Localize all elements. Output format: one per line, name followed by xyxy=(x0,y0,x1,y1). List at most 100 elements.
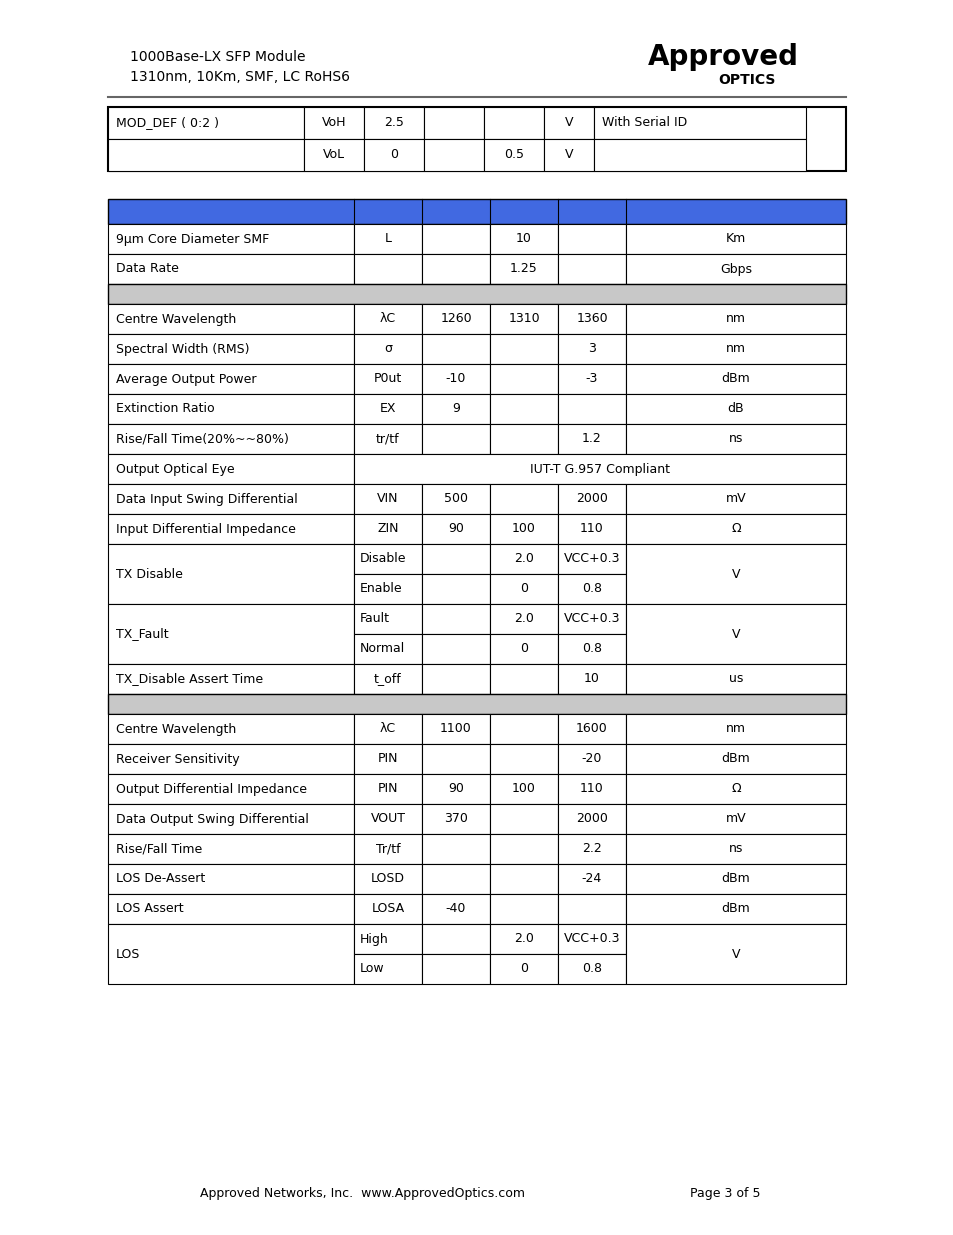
Bar xyxy=(354,714,421,743)
Text: 1360: 1360 xyxy=(576,312,607,326)
Bar xyxy=(490,864,558,894)
Text: 110: 110 xyxy=(579,522,603,536)
Text: dBm: dBm xyxy=(720,903,750,915)
Text: 10: 10 xyxy=(516,232,532,246)
Bar xyxy=(490,543,558,574)
Bar xyxy=(108,543,354,604)
Bar xyxy=(108,774,354,804)
Text: V: V xyxy=(564,148,573,162)
Bar xyxy=(364,107,423,140)
Text: Approved Networks, Inc.  www.ApprovedOptics.com: Approved Networks, Inc. www.ApprovedOpti… xyxy=(200,1187,524,1199)
Bar xyxy=(625,333,845,364)
Bar xyxy=(421,634,490,664)
Text: -10: -10 xyxy=(445,373,466,385)
Bar xyxy=(625,864,845,894)
Bar xyxy=(625,304,845,333)
Text: VOUT: VOUT xyxy=(370,813,405,825)
Text: Rise/Fall Time(20%~~80%): Rise/Fall Time(20%~~80%) xyxy=(116,432,289,446)
Bar xyxy=(354,834,421,864)
Text: σ: σ xyxy=(384,342,392,356)
Bar xyxy=(108,199,845,224)
Bar xyxy=(421,604,490,634)
Bar xyxy=(490,924,558,953)
Bar xyxy=(558,743,625,774)
Text: High: High xyxy=(359,932,388,946)
Text: dBm: dBm xyxy=(720,872,750,885)
Text: -20: -20 xyxy=(581,752,601,766)
Bar xyxy=(558,924,625,953)
Text: LOS Assert: LOS Assert xyxy=(116,903,183,915)
Text: λC: λC xyxy=(379,312,395,326)
Text: 2.5: 2.5 xyxy=(384,116,403,130)
Bar xyxy=(490,254,558,284)
Text: 100: 100 xyxy=(512,522,536,536)
Text: 1310: 1310 xyxy=(508,312,539,326)
Bar xyxy=(423,107,483,140)
Text: 2.0: 2.0 xyxy=(514,932,534,946)
Bar xyxy=(108,394,354,424)
Text: 1260: 1260 xyxy=(439,312,472,326)
Text: VCC+0.3: VCC+0.3 xyxy=(563,932,619,946)
Text: VoH: VoH xyxy=(321,116,346,130)
Bar xyxy=(490,424,558,454)
Bar xyxy=(354,543,421,574)
Text: Page 3 of 5: Page 3 of 5 xyxy=(689,1187,760,1199)
Text: Gbps: Gbps xyxy=(720,263,751,275)
Text: dBm: dBm xyxy=(720,752,750,766)
Bar xyxy=(490,804,558,834)
Bar xyxy=(543,140,594,170)
Bar xyxy=(490,664,558,694)
Text: 0: 0 xyxy=(519,962,527,976)
Text: Spectral Width (RMS): Spectral Width (RMS) xyxy=(116,342,250,356)
Text: 3: 3 xyxy=(587,342,596,356)
Text: Approved: Approved xyxy=(647,43,799,70)
Text: 1000Base-LX SFP Module: 1000Base-LX SFP Module xyxy=(130,49,305,64)
Text: 9: 9 xyxy=(452,403,459,415)
Bar xyxy=(354,514,421,543)
Bar xyxy=(354,953,421,984)
Bar xyxy=(108,514,354,543)
Text: 0: 0 xyxy=(519,583,527,595)
Text: 2000: 2000 xyxy=(576,493,607,505)
Bar xyxy=(421,743,490,774)
Bar xyxy=(108,664,354,694)
Text: 9μm Core Diameter SMF: 9μm Core Diameter SMF xyxy=(116,232,269,246)
Bar xyxy=(354,484,421,514)
Bar xyxy=(490,333,558,364)
Bar xyxy=(421,543,490,574)
Text: V: V xyxy=(731,568,740,580)
Text: 1600: 1600 xyxy=(576,722,607,736)
Text: 1.25: 1.25 xyxy=(510,263,537,275)
Bar xyxy=(490,224,558,254)
Bar xyxy=(490,634,558,664)
Bar xyxy=(490,574,558,604)
Bar xyxy=(304,140,364,170)
Text: 0: 0 xyxy=(519,642,527,656)
Text: P0ut: P0ut xyxy=(374,373,402,385)
Bar xyxy=(490,604,558,634)
Text: -3: -3 xyxy=(585,373,598,385)
Bar xyxy=(423,140,483,170)
Bar xyxy=(354,394,421,424)
Bar xyxy=(421,864,490,894)
Bar xyxy=(558,894,625,924)
Text: Low: Low xyxy=(359,962,384,976)
Bar xyxy=(354,364,421,394)
Bar xyxy=(421,484,490,514)
Bar xyxy=(625,834,845,864)
Text: LOSD: LOSD xyxy=(371,872,405,885)
Bar xyxy=(421,424,490,454)
Text: MOD_DEF ( 0:2 ): MOD_DEF ( 0:2 ) xyxy=(116,116,219,130)
Bar xyxy=(108,484,354,514)
Bar xyxy=(421,574,490,604)
Bar xyxy=(421,224,490,254)
Bar xyxy=(354,924,421,953)
Text: L: L xyxy=(384,232,391,246)
Bar xyxy=(558,774,625,804)
Bar xyxy=(421,304,490,333)
Bar xyxy=(108,140,304,170)
Text: ns: ns xyxy=(728,842,742,856)
Bar xyxy=(625,484,845,514)
Text: Ω: Ω xyxy=(730,522,740,536)
Bar xyxy=(625,664,845,694)
